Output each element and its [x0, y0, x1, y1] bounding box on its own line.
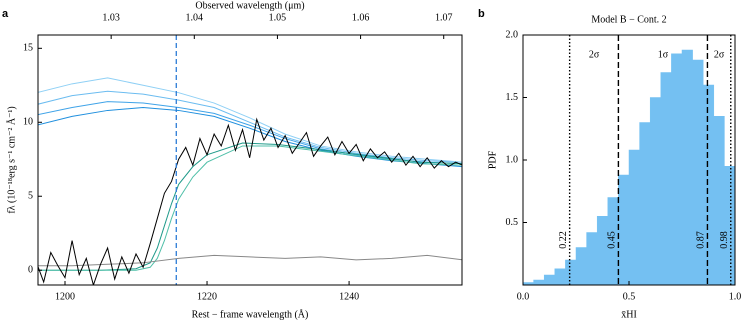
x2-axis-label: Observed wavelength (μm) — [195, 0, 304, 11]
histogram-bar — [671, 53, 683, 286]
sigma-label: 1σ — [658, 49, 669, 60]
x-axis-label: Rest − frame wavelength (Å) — [192, 308, 309, 320]
spectrum-line — [38, 254, 462, 267]
x2-tick-label: 1.05 — [269, 12, 287, 23]
y-axis-label: fλ (10⁻¹⁸erg s⁻¹ cm⁻² Å⁻¹) — [5, 106, 17, 213]
x-tick-label: 0.5 — [623, 291, 636, 302]
y-tick-label: 5 — [28, 191, 33, 202]
histogram-bar — [554, 268, 566, 286]
spectrum-line — [38, 142, 462, 271]
histogram-bar — [724, 166, 736, 286]
x-tick-label: 0.0 — [517, 291, 530, 302]
y-tick-label: 10 — [23, 117, 33, 128]
histogram-bar — [660, 72, 672, 286]
interval-label: 0.98 — [719, 231, 730, 249]
y-tick-label: 0.5 — [506, 217, 519, 228]
y-tick-label: 1.5 — [506, 92, 519, 103]
histogram-bar — [596, 216, 609, 286]
sigma-label: 2σ — [714, 49, 725, 60]
spectrum-line — [38, 101, 462, 165]
panel-label: a — [2, 8, 9, 20]
x-tick-label: 1240 — [339, 291, 359, 302]
spectrum-line — [38, 90, 462, 163]
chart-title: Model B − Cont. 2 — [591, 14, 666, 25]
x-tick-label: 1200 — [55, 291, 75, 302]
y-axis-label: PDF — [487, 150, 498, 169]
y-tick-label: 0 — [28, 265, 33, 276]
histogram-bar — [639, 122, 651, 286]
x-tick-label: 1220 — [197, 291, 217, 302]
x-tick-label: 1.0 — [729, 291, 742, 302]
y-tick-label: 15 — [23, 43, 33, 54]
plot-lines — [38, 77, 462, 285]
interval-label: 0.22 — [558, 231, 569, 249]
spectrum-line — [38, 106, 462, 168]
histogram-bar — [681, 49, 693, 286]
histogram-bar — [628, 149, 640, 286]
spectrum-line — [38, 145, 462, 271]
x2-tick-label: 1.03 — [102, 12, 120, 23]
histogram-bar — [533, 279, 545, 286]
histogram-bar — [543, 274, 556, 286]
histogram-bar — [649, 97, 662, 286]
x2-tick-label: 1.04 — [186, 12, 204, 23]
spectrum-line — [38, 117, 462, 285]
sigma-label: 2σ — [589, 49, 600, 60]
histogram-bar — [565, 259, 577, 286]
histogram-bar — [713, 116, 725, 286]
interval-label: 0.87 — [696, 231, 707, 249]
histogram-bar — [586, 232, 598, 286]
interval-label: 0.45 — [607, 231, 618, 249]
x2-tick-label: 1.07 — [435, 12, 453, 23]
histogram-bar — [702, 84, 715, 286]
y-tick-label: 1.0 — [506, 154, 519, 165]
histogram-bar — [692, 59, 704, 286]
plot-frame — [37, 34, 463, 286]
x-axis-label: x̄HI — [621, 309, 637, 320]
spectrum-line — [38, 77, 462, 163]
y-tick-label: 2.0 — [506, 29, 519, 40]
histogram-bar — [575, 247, 587, 286]
histogram-bar — [618, 174, 630, 286]
x2-tick-label: 1.06 — [352, 12, 370, 23]
panel-label: b — [478, 8, 485, 20]
